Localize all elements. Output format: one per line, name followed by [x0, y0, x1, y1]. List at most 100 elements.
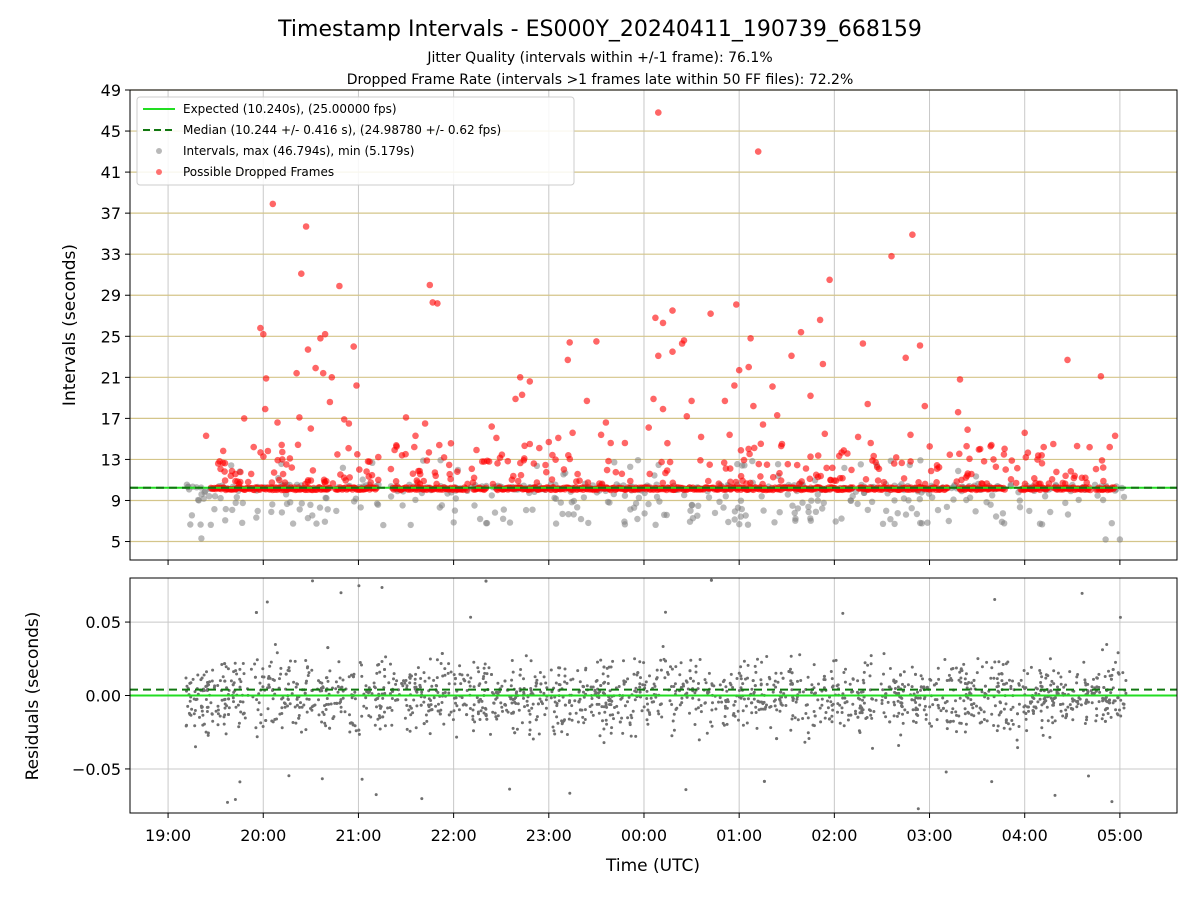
residual-point	[818, 706, 822, 710]
residual-point	[910, 698, 914, 702]
residual-point	[646, 722, 650, 726]
residual-point	[930, 724, 933, 728]
residual-point	[857, 729, 861, 733]
interval-point	[900, 495, 908, 502]
interval-point	[313, 520, 320, 527]
residual-point	[307, 697, 311, 701]
interval-point	[916, 496, 923, 503]
residual-point	[229, 679, 233, 683]
residual-point	[190, 707, 194, 711]
residual-point	[1056, 685, 1059, 689]
residual-point	[300, 705, 304, 709]
residual-point	[1092, 677, 1095, 681]
residual-point	[472, 685, 476, 689]
residual-point	[765, 655, 769, 658]
residual-point	[916, 807, 920, 811]
interval-point	[972, 508, 979, 515]
residual-point	[741, 723, 745, 727]
residual-point	[894, 680, 898, 683]
residual-point	[851, 702, 855, 706]
residual-point	[632, 672, 636, 676]
residual-point	[761, 702, 765, 706]
dropped-frame-point	[433, 480, 440, 488]
dropped-frame-point	[536, 444, 543, 452]
residual-point	[254, 726, 258, 730]
residual-point	[916, 708, 919, 711]
residual-point	[670, 734, 674, 738]
residual-point	[880, 702, 884, 705]
residual-point	[311, 579, 314, 583]
residual-point	[553, 732, 557, 736]
residual-point	[675, 706, 679, 710]
x-tick-label: 00:00	[621, 826, 667, 845]
residual-point	[633, 698, 637, 702]
residual-point	[223, 702, 227, 706]
dropped-frame-point	[564, 356, 572, 364]
residual-point	[831, 708, 835, 712]
residual-point	[336, 690, 340, 694]
residual-point	[468, 684, 472, 688]
residual-point	[1103, 675, 1107, 678]
residual-point	[804, 712, 808, 715]
interval-point	[1075, 496, 1082, 504]
residual-point	[812, 663, 816, 667]
residual-point	[1084, 701, 1088, 705]
residual-point	[483, 671, 487, 675]
residual-point	[565, 681, 569, 685]
residual-point	[590, 697, 594, 700]
residual-point	[995, 677, 999, 681]
dropped-frame-point	[680, 337, 688, 344]
residual-point	[888, 667, 892, 670]
residual-point	[234, 705, 238, 709]
residual-point	[341, 696, 345, 700]
residual-point	[642, 661, 646, 665]
dropped-frame-point	[565, 452, 572, 459]
residual-point	[528, 720, 532, 724]
interval-point	[716, 498, 723, 505]
dropped-frame-point	[584, 479, 592, 486]
residual-point	[558, 666, 562, 670]
residual-point	[1046, 674, 1050, 678]
residual-point	[842, 671, 846, 674]
residual-point	[678, 703, 682, 707]
residual-point	[990, 666, 994, 670]
residual-point	[544, 681, 548, 685]
dropped-frame-point	[576, 477, 583, 485]
residual-point	[1097, 672, 1101, 676]
dropped-frame-point	[880, 478, 888, 486]
interval-point	[983, 499, 990, 506]
residual-point	[205, 670, 208, 674]
residual-point	[591, 685, 595, 689]
residual-point	[438, 712, 442, 716]
residual-point	[691, 679, 695, 683]
residual-point	[304, 681, 308, 685]
residual-point	[414, 672, 418, 676]
residual-point	[241, 700, 245, 704]
residual-point	[806, 716, 810, 720]
residual-point	[754, 705, 758, 709]
residual-point	[681, 682, 685, 686]
residual-point	[1000, 679, 1004, 683]
dropped-frame-point	[1111, 432, 1119, 440]
interval-point	[808, 497, 815, 504]
residual-point	[810, 691, 813, 694]
residual-point	[737, 671, 741, 675]
dropped-frame-point	[829, 464, 836, 472]
residual-point	[255, 658, 259, 662]
dropped-frame-point	[683, 413, 691, 420]
dropped-frame-point	[421, 420, 429, 427]
dropped-frame-point	[375, 476, 382, 484]
dropped-frame-point	[659, 405, 667, 413]
residual-point	[1040, 719, 1044, 722]
residual-point	[617, 685, 621, 688]
dropped-frame-point	[655, 352, 662, 360]
residual-point	[703, 678, 707, 682]
residual-point	[971, 706, 975, 710]
residual-point	[1095, 676, 1099, 680]
interval-point	[339, 464, 347, 471]
interval-point	[742, 512, 749, 519]
residual-point	[1119, 698, 1123, 702]
residual-point	[360, 674, 364, 678]
residual-point	[1034, 691, 1038, 695]
dropped-frame-point	[420, 477, 428, 485]
